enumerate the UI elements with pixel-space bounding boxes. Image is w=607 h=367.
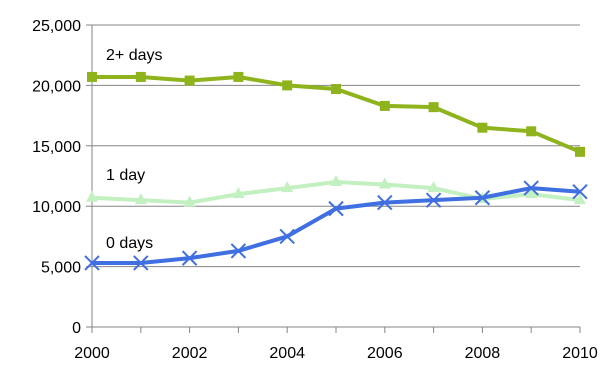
x-tick-label: 2008 <box>465 345 501 362</box>
gridlines <box>92 24 580 268</box>
data-point <box>427 181 440 193</box>
data-point <box>525 187 538 199</box>
y-tick-label: 5,000 <box>41 260 81 277</box>
data-point <box>230 243 247 259</box>
data-point <box>428 102 439 113</box>
data-point <box>86 190 98 202</box>
data-point <box>331 84 341 95</box>
y-tick-label: 15,000 <box>32 139 81 156</box>
data-point <box>133 255 149 271</box>
x-tick-label: 2004 <box>269 345 305 362</box>
series-0-days <box>84 180 588 271</box>
x-tick-label: 2006 <box>367 345 403 362</box>
data-point <box>379 100 390 111</box>
data-point <box>281 181 294 193</box>
series-1-day <box>86 175 586 207</box>
data-point <box>184 75 195 86</box>
data-point <box>378 177 391 189</box>
data-point <box>135 71 146 82</box>
series-label: 0 days <box>106 235 153 252</box>
series-group <box>84 71 588 271</box>
series-line <box>92 186 581 265</box>
data-point <box>328 200 344 217</box>
data-point <box>87 71 97 82</box>
data-point <box>523 180 539 196</box>
data-point <box>425 192 442 208</box>
series-labels: 2+ days 1 day 0 days <box>106 47 162 252</box>
data-point <box>377 194 393 211</box>
x-tick-label: 2000 <box>74 345 110 362</box>
data-point <box>282 80 293 91</box>
data-point <box>181 250 198 266</box>
data-point <box>279 228 295 245</box>
series-label: 1 day <box>106 167 145 184</box>
data-point <box>474 190 491 206</box>
data-point <box>572 183 588 200</box>
data-point <box>574 193 586 205</box>
data-point <box>232 187 245 199</box>
x-tick-label: 2010 <box>562 345 598 362</box>
x-tick-label: 2002 <box>172 345 208 362</box>
data-point <box>84 255 100 271</box>
data-point <box>134 193 147 205</box>
y-tick-label: 10,000 <box>32 199 81 216</box>
y-tick-label: 25,000 <box>32 18 81 35</box>
x-axis-ticks: 2000 2002 2004 2006 2008 2010 <box>74 327 598 362</box>
y-axis-ticks: 0 5,000 10,000 15,000 20,000 25,000 <box>32 18 92 337</box>
data-point <box>477 122 488 133</box>
data-point <box>183 195 196 207</box>
data-point <box>233 71 244 82</box>
series-2-days <box>87 71 585 157</box>
y-tick-label: 20,000 <box>32 78 81 95</box>
data-point <box>330 175 342 187</box>
y-tick-label: 0 <box>72 320 81 337</box>
data-point <box>526 126 537 137</box>
data-point <box>575 146 585 157</box>
series-label: 2+ days <box>106 47 162 64</box>
